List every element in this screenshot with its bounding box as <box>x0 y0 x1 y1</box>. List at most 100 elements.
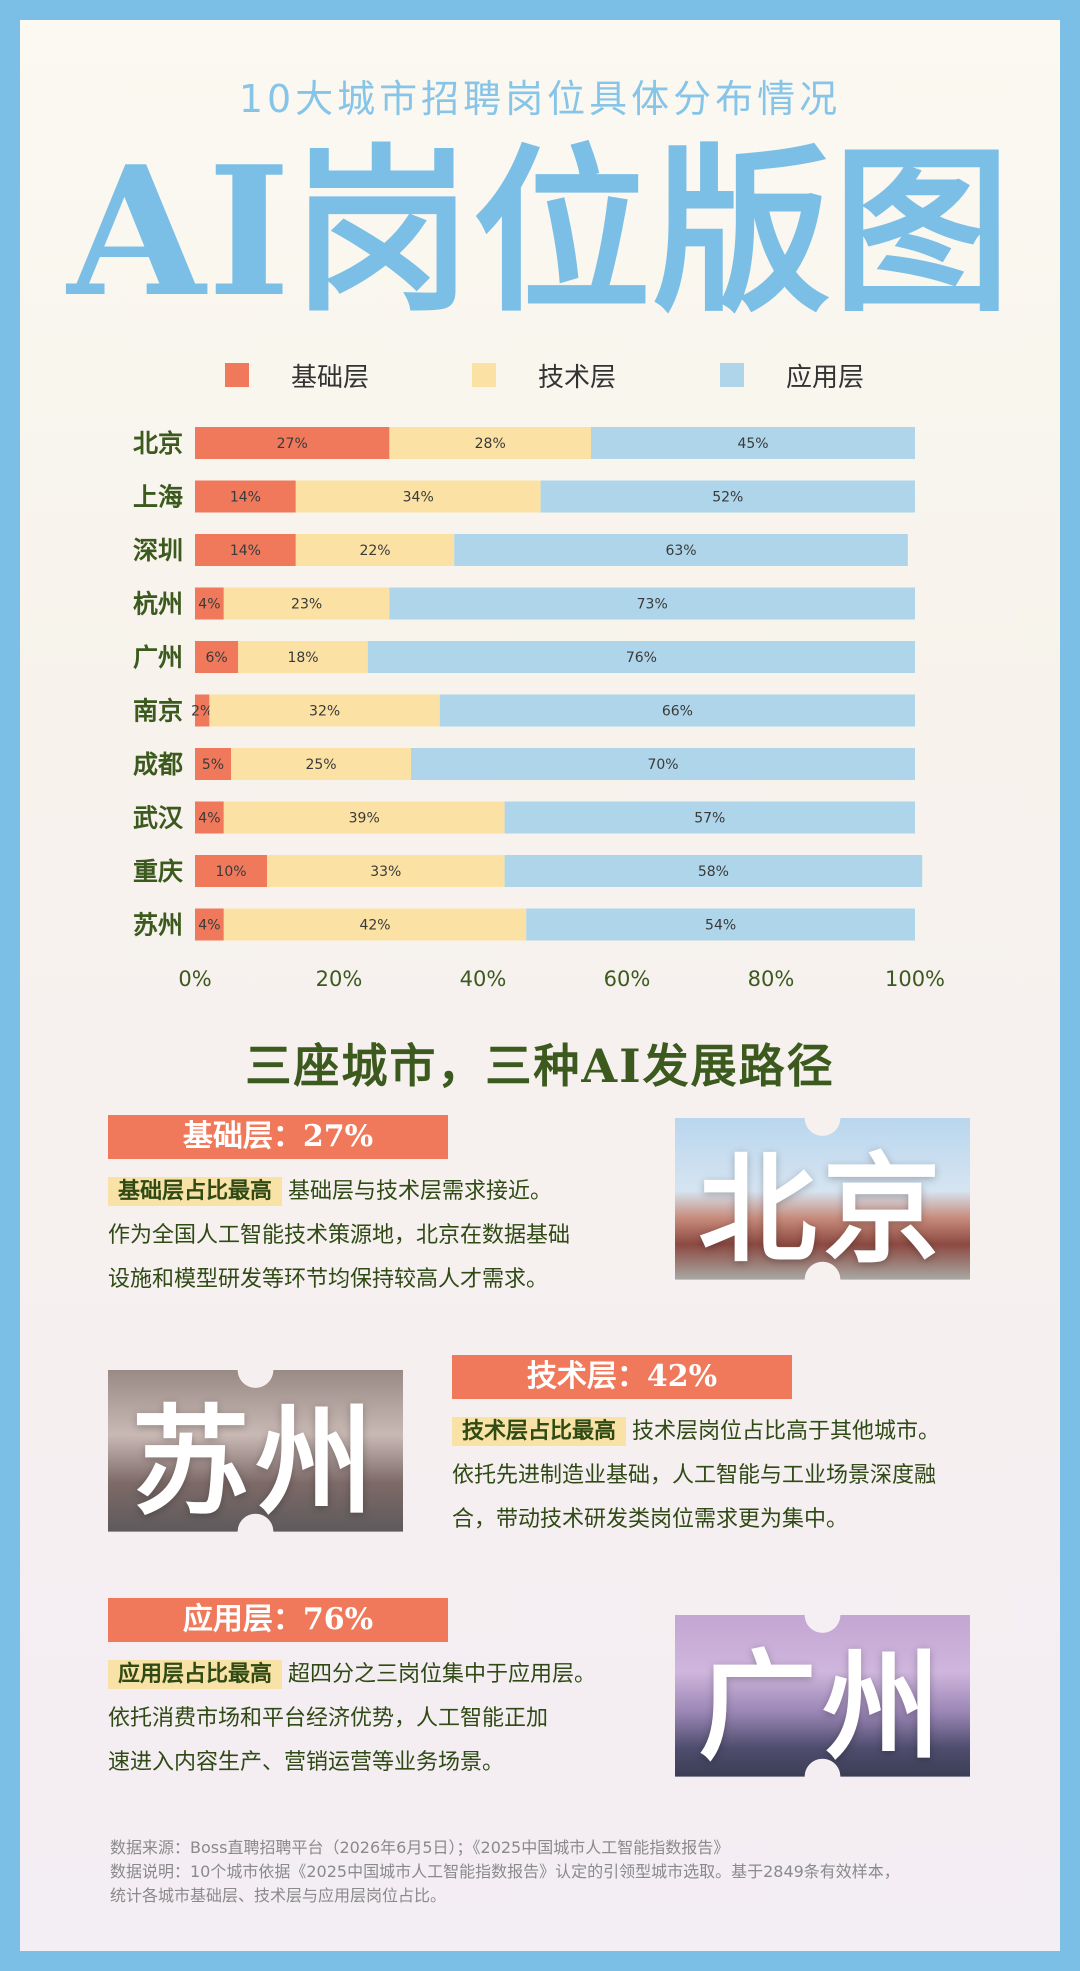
card-suzhou-text: 技术层占比最高 技术层岗位占比高于其他城市。 依托先进制造业基础，人工智能与工业场… <box>452 1410 1032 1542</box>
bar-foundation <box>195 748 231 780</box>
canton-tower-photo: 广州 <box>675 1615 970 1777</box>
data-label: 28% <box>475 436 506 452</box>
data-label: 22% <box>359 543 390 559</box>
footer-note-1: 数据说明：10个城市依据《2025中国城市人工智能指数报告》认定的引领型城市选取… <box>110 1862 900 1881</box>
x-tick-label: 40% <box>460 967 507 991</box>
stacked-bar-chart: 北京 27% 28% 45% 上海 14% 34% 52% 深圳 14% 22% 63% 杭州 4% 23%… <box>133 427 945 991</box>
data-label: 14% <box>230 543 261 559</box>
card-guangzhou-line3: 速进入内容生产、营销运营等业务场景。 <box>108 1750 505 1775</box>
card-suzhou-line1: 技术层占比最高 技术层岗位占比高于其他城市。 <box>452 1410 1032 1454</box>
data-label: 73% <box>637 597 668 613</box>
badge-tech: 技术层：42% <box>452 1355 792 1399</box>
data-label: 70% <box>647 757 678 773</box>
data-label: 33% <box>370 864 401 880</box>
bar-tech <box>223 908 527 941</box>
legend-label-foundation: 基础层 <box>291 362 370 393</box>
highlight-app: 应用层占比最高 <box>108 1660 283 1689</box>
bar-tech <box>267 855 505 887</box>
bar-app <box>591 427 915 459</box>
card-suzhou-line1-text: 技术层岗位占比高于其他城市。 <box>632 1419 941 1444</box>
tiananmen-photo: 北京 <box>675 1118 970 1280</box>
category-label: 杭州 <box>133 590 183 619</box>
bar-foundation <box>195 801 224 834</box>
bar-tech <box>231 748 411 780</box>
bar-tech <box>223 801 505 834</box>
data-label: 52% <box>712 490 743 506</box>
legend-item-app: 应用层 <box>720 355 864 395</box>
photo-label-beijing: 北京 <box>698 1139 947 1279</box>
category-label: 深圳 <box>133 536 183 565</box>
data-label: 76% <box>626 650 657 666</box>
card-suzhou-line2: 依托先进制造业基础，人工智能与工业场景深度融 <box>452 1463 937 1488</box>
legend-item-foundation: 基础层 <box>225 355 369 395</box>
legend-label-app: 应用层 <box>786 362 865 393</box>
data-label: 42% <box>359 918 390 934</box>
category-label: 武汉 <box>133 804 184 833</box>
data-label: 27% <box>277 436 308 452</box>
main-title: AI岗位版图 <box>67 127 1013 336</box>
legend-item-tech: 技术层 <box>472 355 616 395</box>
subtitle: 10大城市招聘岗位具体分布情况 <box>238 77 842 121</box>
data-label: 10% <box>215 864 246 880</box>
photo-label-suzhou: 苏州 <box>131 1391 380 1531</box>
data-label: 5% <box>202 757 224 773</box>
card-guangzhou-line1-text: 超四分之三岗位集中于应用层。 <box>288 1662 597 1687</box>
bar-foundation <box>195 480 296 513</box>
category-label: 广州 <box>133 643 183 672</box>
footer-note-2: 统计各城市基础层、技术层与应用层岗位占比。 <box>110 1886 447 1905</box>
bar-app <box>389 587 915 620</box>
bar-tech <box>295 480 541 513</box>
category-label: 南京 <box>133 697 183 726</box>
bar-app <box>504 855 923 887</box>
bar-app <box>439 694 915 727</box>
x-tick-label: 60% <box>604 967 651 991</box>
data-label: 66% <box>662 704 693 720</box>
bar-foundation <box>195 641 239 673</box>
bar-foundation <box>195 694 210 727</box>
bar-tech <box>209 694 440 727</box>
bar-tech <box>223 587 390 620</box>
card-beijing-line3: 设施和模型研发等环节均保持较高人才需求。 <box>108 1267 549 1292</box>
bar-tech <box>238 641 368 673</box>
card-guangzhou-line2: 依托消费市场和平台经济优势，人工智能正加 <box>108 1706 549 1731</box>
category-label: 成都 <box>133 750 183 779</box>
data-label: 39% <box>349 811 380 827</box>
badge-foundation: 基础层：27% <box>108 1115 448 1159</box>
x-tick-label: 0% <box>178 967 211 991</box>
photo-label-guangzhou: 广州 <box>698 1636 947 1776</box>
bar-foundation <box>195 855 267 887</box>
bar-tech <box>389 427 591 459</box>
data-label: 32% <box>309 704 340 720</box>
bar-app <box>454 534 908 566</box>
data-label: 34% <box>403 490 434 506</box>
data-label: 23% <box>291 597 322 613</box>
bar-foundation <box>195 427 390 459</box>
data-label: 57% <box>694 811 725 827</box>
bar-app <box>526 908 915 941</box>
category-label: 北京 <box>133 429 183 458</box>
data-label: 4% <box>198 597 220 613</box>
suzhou-canal-photo: 苏州 <box>108 1370 403 1532</box>
data-label: 6% <box>205 650 227 666</box>
legend-swatch-tech <box>472 363 496 387</box>
data-label: 14% <box>230 490 261 506</box>
legend-label-tech: 技术层 <box>538 362 617 393</box>
data-label: 58% <box>698 864 729 880</box>
bar-app <box>540 480 915 513</box>
data-label: 45% <box>737 436 768 452</box>
highlight-foundation: 基础层占比最高 <box>108 1177 283 1206</box>
x-tick-label: 100% <box>885 967 945 991</box>
data-label: 2% <box>191 704 213 720</box>
badge-app: 应用层：76% <box>108 1598 448 1642</box>
bar-app <box>411 748 915 780</box>
bar-foundation <box>195 908 224 941</box>
bar-app <box>504 801 915 834</box>
card-guangzhou-line1: 应用层占比最高 超四分之三岗位集中于应用层。 <box>108 1653 668 1697</box>
data-label: 25% <box>305 757 336 773</box>
bar-foundation <box>195 587 224 620</box>
highlight-tech: 技术层占比最高 <box>452 1417 627 1446</box>
card-beijing-line1: 基础层占比最高 基础层与技术层需求接近。 <box>108 1170 668 1214</box>
card-beijing-line2: 作为全国人工智能技术策源地，北京在数据基础 <box>108 1223 571 1248</box>
card-beijing-line1-text: 基础层与技术层需求接近。 <box>288 1179 553 1204</box>
data-label: 4% <box>198 811 220 827</box>
